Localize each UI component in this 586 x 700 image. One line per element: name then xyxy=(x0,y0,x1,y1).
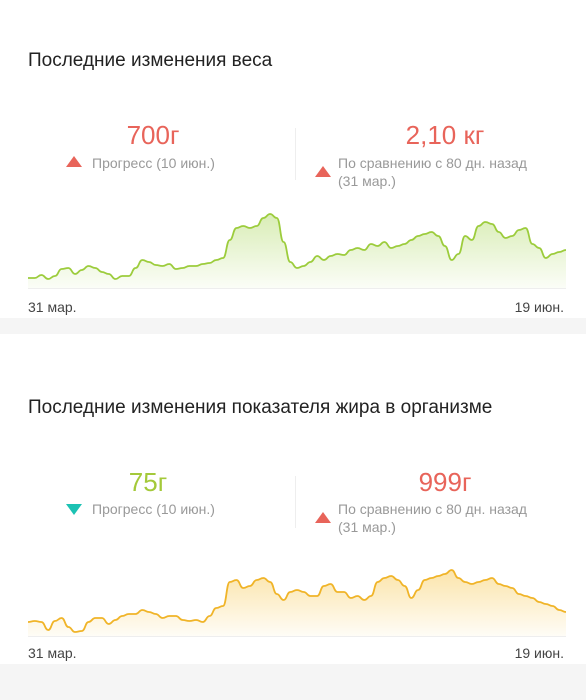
fat-trend-chart xyxy=(28,556,566,636)
axis-start-label: 31 мар. xyxy=(28,645,77,661)
weight-comparison-label: По сравнению с 80 дн. назад (31 мар.) xyxy=(338,155,527,189)
fat-progress-label: Прогресс (10 июн.) xyxy=(92,501,215,517)
arrow-up-icon xyxy=(66,156,82,167)
weight-progress-label: Прогресс (10 июн.) xyxy=(92,155,215,171)
chart-baseline xyxy=(28,288,566,289)
stat-divider xyxy=(295,128,296,180)
weight-progress-value: 700г xyxy=(126,120,180,150)
axis-end-label: 19 июн. xyxy=(514,645,564,661)
fat-trend-line xyxy=(28,570,566,632)
axis-end-label: 19 июн. xyxy=(514,299,564,315)
weight-trend-area xyxy=(28,214,566,288)
weight-card[interactable]: Последние изменения веса 700г Прогресс (… xyxy=(0,0,586,318)
arrow-up-icon xyxy=(315,166,331,177)
arrow-down-icon xyxy=(66,504,82,515)
fat-comparison-value: 999г xyxy=(418,467,472,497)
fat-comparison-label: По сравнению с 80 дн. назад (31 мар.) xyxy=(338,501,527,535)
fat-progress-value: 75г xyxy=(128,467,168,497)
weight-card-title: Последние изменения веса xyxy=(28,50,273,71)
weight-comparison-value: 2,10 кг xyxy=(405,120,485,150)
weight-trend-line xyxy=(28,214,566,279)
chart-baseline xyxy=(28,636,566,637)
fat-trend-area xyxy=(28,570,566,636)
stat-divider xyxy=(295,476,296,528)
axis-start-label: 31 мар. xyxy=(28,299,77,315)
weight-trend-chart xyxy=(28,208,566,288)
body-fat-card[interactable]: Последние изменения показателя жира в ор… xyxy=(0,334,586,664)
arrow-up-icon xyxy=(315,512,331,523)
fat-card-title: Последние изменения показателя жира в ор… xyxy=(28,397,493,418)
